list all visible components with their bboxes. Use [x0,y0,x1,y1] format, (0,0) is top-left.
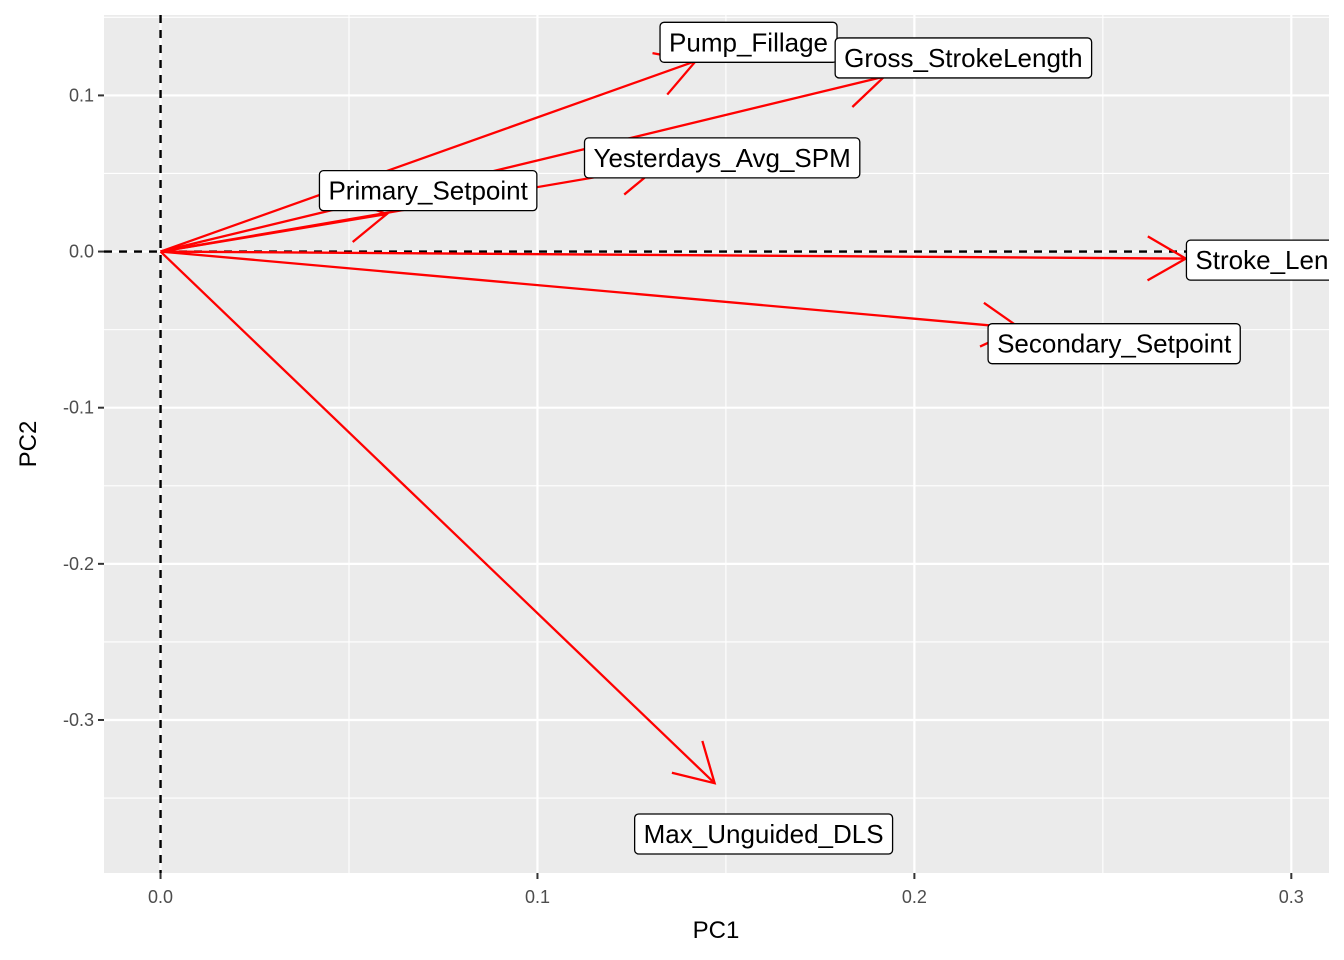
label-primary-setpoint: Primary_Setpoint [318,170,538,212]
label-pump-fillage: Pump_Fillage [659,21,838,63]
label-box [318,170,538,212]
label-box [987,323,1241,365]
reference-lines [104,15,1329,873]
label-text: Pump_Fillage [669,27,828,57]
x-tick-label: 0.3 [1279,887,1304,907]
vector-stroke-length [160,235,1189,282]
label-gross-strokelength: Gross_StrokeLength [834,37,1093,79]
vector-line [160,250,1021,330]
label-box [1185,239,1329,281]
label-text: Primary_Setpoint [328,176,528,206]
label-box [583,137,861,179]
vector-line [160,212,387,253]
vector-line [160,250,1186,260]
label-box [633,813,894,855]
label-secondary-setpoint: Secondary_Setpoint [987,323,1241,365]
x-axis-ticks: 0.0 0.1 0.2 0.3 [148,873,1304,907]
y-tick-label: -0.1 [63,398,94,418]
vector-arrowhead [1146,235,1189,282]
label-text: Gross_StrokeLength [844,43,1082,73]
x-axis-title: PC1 [693,917,740,944]
grid-major [104,15,1329,873]
label-box [834,37,1093,79]
x-tick-label: 0.1 [525,887,550,907]
label-text: Secondary_Setpoint [997,329,1232,359]
label-text: Stroke_Length [1195,245,1344,275]
y-tick-label: 0.1 [69,85,94,105]
label-yesterdays-avg-spm: Yesterdays_Avg_SPM [583,137,861,179]
vector-labels: Pump_Fillage Gross_StrokeLength Yesterdays… [318,21,1344,855]
label-max-unguided-dls: Max_Unguided_DLS [633,813,894,855]
vector-line [159,250,716,785]
label-text: Max_Unguided_DLS [644,819,884,849]
vector-max-unguided-dls [159,250,717,785]
label-text: Yesterdays_Avg_SPM [594,143,851,173]
y-tick-label: 0.0 [69,242,94,262]
vector-line [160,75,885,253]
x-tick-label: 0.2 [902,887,927,907]
vector-arrowhead [671,740,717,785]
y-axis-title: PC2 [15,421,42,468]
y-tick-label: -0.2 [63,554,94,574]
y-axis-ticks: -0.3 -0.2 -0.1 0.0 0.1 [63,85,104,730]
vector-line [160,59,697,253]
label-stroke-length: Stroke_Length [1185,239,1344,281]
x-tick-label: 0.0 [148,887,173,907]
y-tick-label: -0.3 [63,710,94,730]
